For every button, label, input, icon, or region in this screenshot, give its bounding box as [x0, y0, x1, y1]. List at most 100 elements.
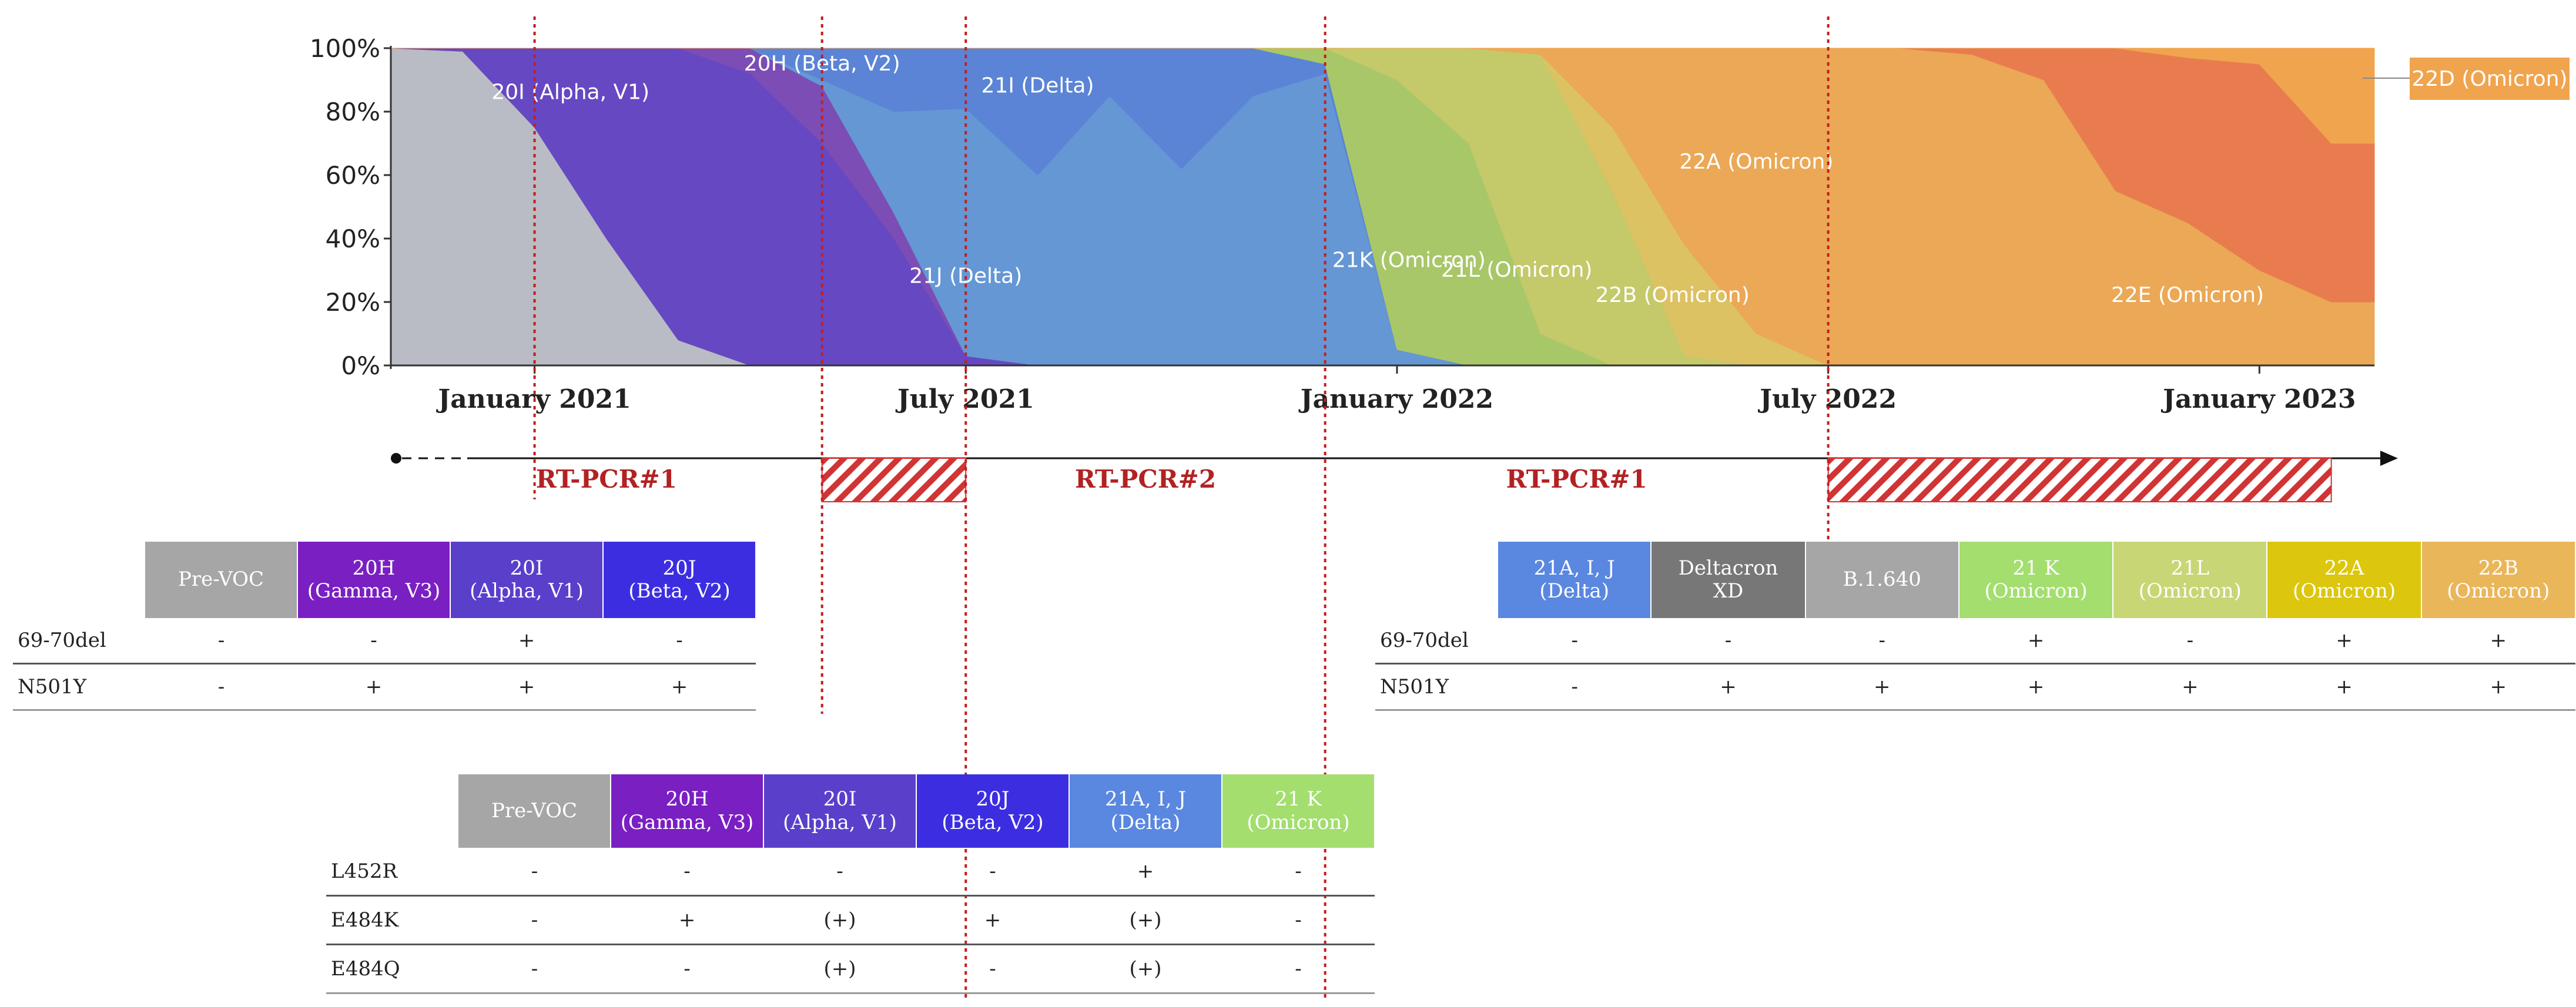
variant-header-name: 20J — [976, 787, 1010, 811]
mutation-cell: - — [611, 944, 763, 994]
mutation-cell: + — [450, 618, 603, 664]
variant-header-name: Deltacron — [1678, 556, 1778, 580]
variant-header: 22B (Omicron) — [2421, 542, 2576, 618]
table-header-row: Pre-VOC 20H (Gamma, V3) 20I (Alpha, V1) 20J (B… — [13, 542, 756, 618]
mutation-cell: - — [458, 895, 611, 945]
mutation-cell: + — [2267, 663, 2421, 711]
timeline-arrowhead — [2380, 451, 2398, 466]
variant-header-lineage: (Gamma, V3) — [307, 579, 441, 603]
mutation-cell: + — [603, 663, 756, 711]
table-row: 69-70del - - - + - + + — [1375, 618, 2575, 664]
mutation-cell: + — [2267, 618, 2421, 664]
table-pcr1-late: 21A, I, J (Delta) Deltacron XD B.1.640 21 K (O… — [1375, 542, 2576, 711]
variant-header: Deltacron XD — [1651, 542, 1806, 618]
variant-header: 22A (Omicron) — [2267, 542, 2422, 618]
series-label: 22B (Omicron) — [1596, 283, 1750, 307]
variant-header-lineage: (Omicron) — [2292, 579, 2396, 603]
series-label: 22E (Omicron) — [2111, 283, 2264, 307]
variant-header-lineage: XD — [1713, 579, 1744, 603]
mutation-label: 69-70del — [1375, 618, 1498, 664]
series-label: 20I (Alpha, V1) — [491, 80, 649, 104]
y-tick-label: 0% — [341, 351, 380, 380]
table-pcr2: Pre-VOC 20H (Gamma, V3) 20I (Alpha, V1) 20J (B… — [326, 774, 1375, 994]
mutation-cell: + — [2113, 663, 2267, 711]
mutation-cell: + — [1805, 663, 1959, 711]
variant-header-lineage: (Alpha, V1) — [470, 579, 584, 603]
variant-header: 21 K (Omicron) — [1958, 542, 2114, 618]
variant-header-lineage: (Omicron) — [1247, 810, 1350, 834]
variant-header-name: 20J — [662, 556, 696, 580]
table-corner — [326, 774, 458, 848]
variant-header-name: 20I — [510, 556, 544, 580]
mutation-cell: - — [763, 848, 916, 897]
variant-header-lineage: (Delta) — [1539, 579, 1610, 603]
variant-header-name: 20H — [352, 556, 396, 580]
timeline-start-dot — [391, 453, 401, 464]
mutation-cell: + — [450, 663, 603, 711]
variant-header: 20J (Beta, V2) — [603, 542, 756, 618]
mutation-cell: - — [611, 848, 763, 897]
timeline-period-label: RT-PCR#1 — [1506, 465, 1647, 494]
timeline-hatched-period — [1827, 458, 2332, 502]
variant-header: 20J (Beta, V2) — [916, 774, 1070, 848]
series-label: 22A (Omicron) — [1679, 150, 1833, 174]
mutation-cell: - — [145, 618, 297, 664]
area-22d-omicron- — [391, 48, 2375, 144]
axes: 100%80%60%40%20%0%January 2021 July 2021 J… — [310, 34, 2374, 414]
table-header-row: Pre-VOC 20H (Gamma, V3) 20I (Alpha, V1) 20J (B… — [326, 774, 1375, 848]
mutation-cell: + — [2421, 663, 2575, 711]
variant-header-name: 21 K — [2012, 556, 2059, 580]
mutation-label: E484K — [326, 895, 458, 945]
mutation-cell: - — [1222, 895, 1375, 945]
variant-header-lineage: (Alpha, V1) — [783, 810, 897, 834]
mutation-cell: - — [916, 944, 1069, 994]
variant-header-name: 21A, I, J — [1533, 556, 1615, 580]
y-tick-label: 60% — [326, 161, 380, 190]
variant-header-name: 20H — [665, 787, 709, 811]
variant-header-name: 22A — [2324, 556, 2364, 580]
table-corner — [1375, 542, 1498, 618]
variant-header: 21A, I, J (Delta) — [1069, 774, 1222, 848]
variant-header: 21L (Omicron) — [2113, 542, 2268, 618]
variant-header: 21A, I, J (Delta) — [1498, 542, 1652, 618]
stacked-areas — [390, 48, 2375, 366]
series-label: 21K (Omicron) — [1332, 249, 1486, 273]
variant-header: Pre-VOC — [145, 542, 298, 618]
timeline-hatched-period — [821, 458, 967, 502]
mutation-cell: - — [458, 848, 611, 897]
mutation-label: N501Y — [13, 663, 145, 711]
mutation-cell: - — [1498, 663, 1652, 711]
timeline: RT-PCR#1 RT-PCR#2 RT-PCR#1 — [391, 451, 2398, 502]
mutation-cell: - — [145, 663, 297, 711]
variant-header-name: Pre-VOC — [491, 798, 578, 823]
variant-header-lineage: (Gamma, V3) — [620, 810, 754, 834]
variant-header: 20H (Gamma, V3) — [297, 542, 451, 618]
variant-header-name: 21L — [2170, 556, 2210, 580]
mutation-cell: - — [1498, 618, 1652, 664]
mutation-cell: - — [603, 618, 756, 664]
mutation-cell: - — [1222, 848, 1375, 897]
variant-header-lineage: (Omicron) — [2138, 579, 2242, 603]
y-tick-label: 40% — [326, 224, 380, 253]
y-tick-label: 80% — [326, 98, 380, 126]
mutation-cell: + — [297, 663, 450, 711]
variant-header-lineage: (Beta, V2) — [942, 810, 1044, 834]
mutation-cell: + — [2421, 618, 2575, 664]
variant-header-lineage: (Omicron) — [1984, 579, 2088, 603]
mutation-cell: + — [1651, 663, 1805, 711]
callout-box — [2410, 58, 2570, 100]
mutation-cell: + — [1958, 618, 2113, 664]
mutation-label: E484Q — [326, 944, 458, 994]
mutation-cell: + — [611, 895, 763, 945]
mutation-label: N501Y — [1375, 663, 1498, 711]
series-label: 21I (Delta) — [982, 74, 1094, 98]
mutation-cell: (+) — [763, 944, 916, 994]
variant-header-name: 22B — [2478, 556, 2518, 580]
table-row: E484Q - - (+) - (+) - — [326, 944, 1375, 994]
x-tick-label: January 2023 — [2160, 384, 2356, 414]
variant-header-lineage: (Delta) — [1110, 810, 1181, 834]
x-tick-label: January 2022 — [1298, 384, 1493, 414]
mutation-label: 69-70del — [13, 618, 145, 664]
mutation-cell: + — [916, 895, 1069, 945]
